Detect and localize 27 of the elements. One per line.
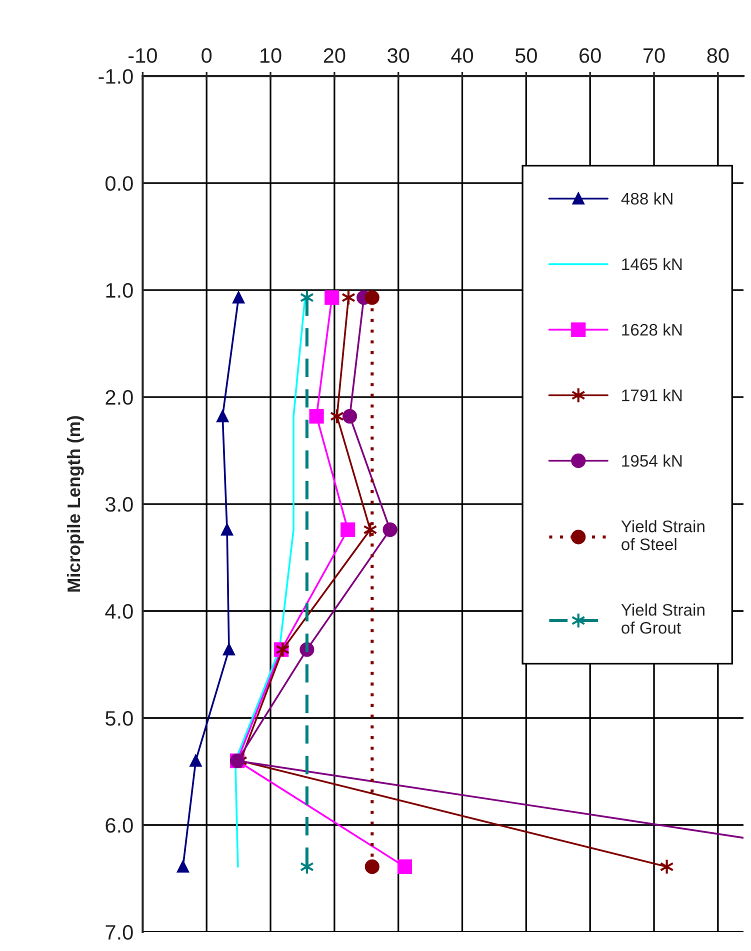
y-axis-title: Micropile Length (m) (66, 416, 84, 592)
x-tick-label: 10 (260, 48, 282, 63)
x-tick-label: 80 (707, 48, 729, 63)
legend-label: Yield Strain of Steel (621, 520, 704, 550)
y-tick-label: 3.0 (106, 497, 133, 512)
x-tick-label: 70 (643, 48, 665, 63)
legend-label: 488 kN (621, 192, 672, 205)
y-tick-label: 4.0 (105, 604, 133, 619)
y-tick-label: 0.0 (106, 176, 133, 191)
legend-label: 1954 kN (622, 454, 682, 467)
x-tick-label: -10 (128, 48, 157, 63)
y-tick-label: -1.0 (98, 69, 133, 84)
x-tick-label: 50 (515, 48, 537, 63)
y-tick-label: 7.0 (106, 924, 133, 940)
x-tick-label: 60 (580, 48, 601, 63)
legend-label: 1465 kN (622, 258, 682, 270)
y-tick-label: 5.0 (106, 711, 133, 726)
x-tick-label: 40 (451, 48, 474, 63)
legend-label: Yield Strain of Grout (621, 604, 704, 634)
legend-label: 1791 kN (622, 389, 682, 402)
legend-label: 1628 kN (622, 323, 682, 336)
y-tick-label: 6.0 (106, 818, 133, 833)
x-tick-label: 30 (388, 48, 410, 63)
x-tick-label: 20 (324, 48, 346, 63)
y-tick-label: 2.0 (106, 390, 133, 405)
y-tick-label: 1.0 (106, 283, 133, 298)
x-tick-label: 0 (202, 48, 212, 63)
